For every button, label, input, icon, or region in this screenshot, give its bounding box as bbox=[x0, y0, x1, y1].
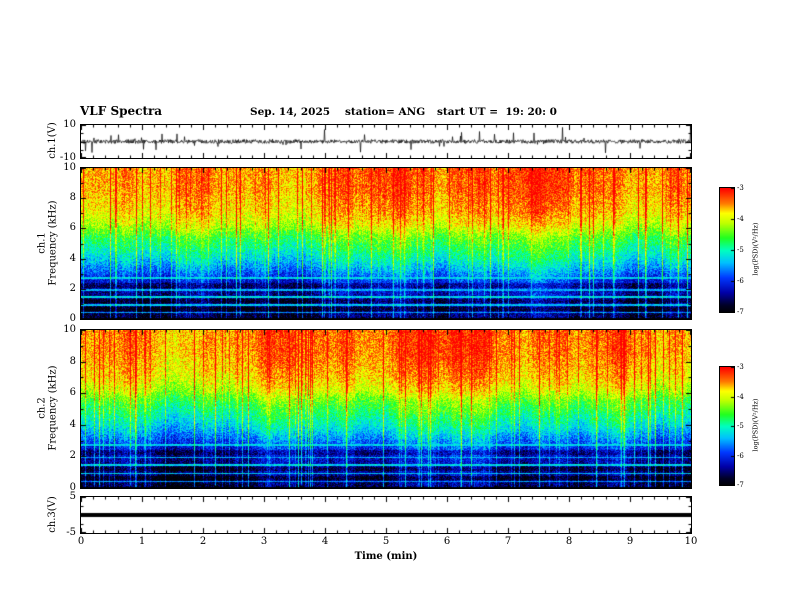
y-tick-label: 8 bbox=[69, 355, 76, 367]
y-tick-label: -10 bbox=[59, 152, 76, 163]
ch2-spectrogram-panel bbox=[80, 329, 692, 489]
y-tick-label: 0 bbox=[69, 313, 76, 324]
header-start-ut: start UT = 19: 20: 0 bbox=[437, 106, 557, 118]
colorbar-tick-label: -4 bbox=[737, 392, 744, 401]
colorbar-label-text: log(PSD)(V²/Hz) bbox=[751, 222, 760, 276]
x-tick-label: 5 bbox=[382, 536, 390, 547]
ch1-spectrogram-panel bbox=[80, 167, 692, 320]
ch1-colorbar-label: log(PSD)(V²/Hz) bbox=[748, 187, 762, 311]
x-tick-label: 9 bbox=[626, 536, 634, 547]
colorbar-tick-label: -6 bbox=[737, 277, 744, 285]
colorbar-tick-label: -5 bbox=[737, 246, 744, 254]
header-station: station= ANG bbox=[345, 106, 426, 118]
x-tick-label: 2 bbox=[199, 536, 207, 547]
y-tick-label: 0 bbox=[69, 482, 76, 493]
axis-label-text: ch.1(V) bbox=[46, 122, 58, 159]
x-tick-label: 7 bbox=[504, 536, 512, 547]
x-tick-label: 0 bbox=[77, 536, 85, 547]
x-tick-label: 3 bbox=[260, 536, 268, 547]
colorbar-tick-label: -7 bbox=[737, 481, 744, 489]
ch1-colorbar-canvas bbox=[720, 188, 734, 312]
y-tick-label: 2 bbox=[69, 450, 76, 462]
y-tick-label: 6 bbox=[69, 387, 76, 399]
colorbar-tick-label: -7 bbox=[737, 308, 744, 316]
ch2-colorbar-canvas bbox=[720, 367, 734, 485]
x-tick-label: 6 bbox=[443, 536, 451, 547]
colorbar-tick-label: -4 bbox=[737, 215, 744, 223]
x-axis-title: Time (min) bbox=[354, 551, 418, 562]
ch2-colorbar bbox=[719, 366, 735, 486]
ch3-waveform-canvas bbox=[81, 497, 691, 533]
y-tick-label: 4 bbox=[69, 418, 76, 430]
colorbar-tick-label: -3 bbox=[737, 184, 744, 192]
x-tick-label: 4 bbox=[321, 536, 329, 547]
header-date: Sep. 14, 2025 bbox=[250, 106, 331, 118]
axis-label-line1: ch.1 bbox=[37, 231, 48, 254]
ch3-waveform-panel bbox=[80, 496, 692, 534]
ch1-waveform-canvas bbox=[81, 125, 691, 158]
colorbar-tick-label: -5 bbox=[737, 422, 744, 430]
ch1-spectrogram-canvas bbox=[81, 168, 691, 319]
x-tick-label: 10 bbox=[684, 536, 698, 547]
axis-label-line2: Frequency (kHz) bbox=[48, 365, 59, 451]
y-tick-label: 10 bbox=[63, 119, 76, 130]
y-tick-label: 8 bbox=[69, 192, 76, 204]
ch1-waveform-panel bbox=[80, 124, 692, 159]
y-tick-label: 6 bbox=[69, 222, 76, 234]
y-tick-label: 2 bbox=[69, 282, 76, 294]
colorbar-tick-label: -3 bbox=[737, 363, 744, 371]
figure-title: VLF Spectra bbox=[80, 104, 163, 118]
ch2-colorbar-label: log(PSD)(V²/Hz) bbox=[748, 366, 762, 484]
ch1-frequency-axis-label: ch.1 Frequency (kHz) bbox=[32, 167, 64, 318]
ch2-frequency-axis-label: ch.2 Frequency (kHz) bbox=[32, 329, 64, 487]
axis-label-line1: ch.2 bbox=[37, 397, 48, 419]
y-tick-label: 5 bbox=[69, 491, 76, 502]
colorbar-tick-label: -6 bbox=[737, 451, 744, 460]
axis-label-text: ch.3(V) bbox=[46, 495, 58, 533]
x-tick-label: 8 bbox=[565, 536, 573, 547]
y-tick-label: 4 bbox=[69, 252, 76, 264]
ch2-spectrogram-canvas bbox=[81, 330, 691, 488]
ch1-voltage-axis-label: ch.1(V) bbox=[38, 122, 66, 159]
colorbar-label-text: log(PSD)(V²/Hz) bbox=[751, 398, 760, 452]
y-tick-label: 10 bbox=[63, 324, 76, 335]
x-tick-label: 1 bbox=[138, 536, 146, 547]
axis-label-line2: Frequency (kHz) bbox=[48, 199, 59, 286]
y-tick-label: -5 bbox=[66, 527, 76, 538]
ch1-colorbar bbox=[719, 187, 735, 313]
y-tick-label: 10 bbox=[63, 162, 76, 173]
ch3-voltage-axis-label: ch.3(V) bbox=[38, 495, 66, 533]
